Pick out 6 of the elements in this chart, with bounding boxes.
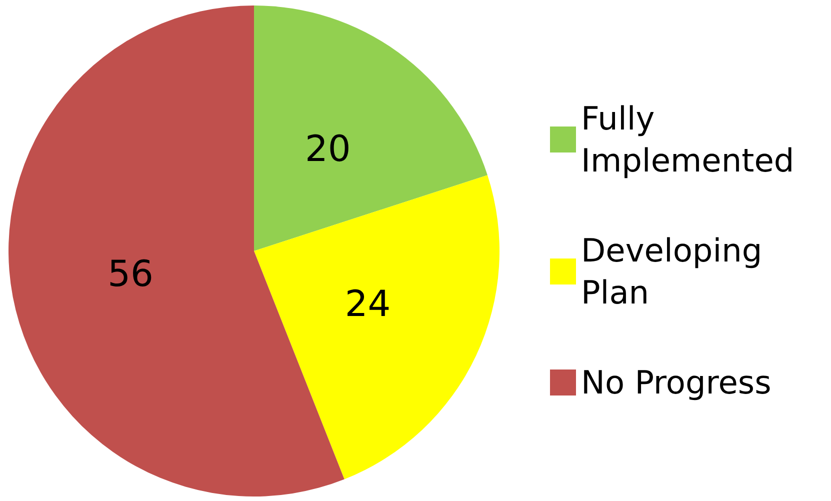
data-label: 20 xyxy=(305,128,351,170)
legend-label: Fully Implemented xyxy=(581,100,794,180)
data-label: 24 xyxy=(344,284,391,326)
legend-label: No Progress xyxy=(581,364,772,402)
legend-label: Developing Plan xyxy=(581,232,772,312)
data-label: 56 xyxy=(108,254,154,296)
